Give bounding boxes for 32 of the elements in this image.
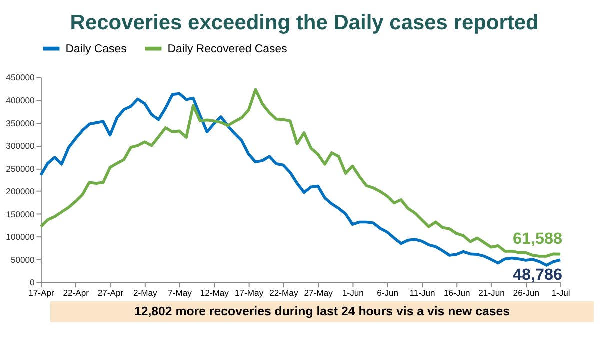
- y-tick-label: 150000: [6, 209, 36, 220]
- x-tick-label: 17-May: [234, 288, 264, 298]
- x-tick-label: 1-Jul: [552, 288, 570, 298]
- x-tick-label: 2-May: [133, 288, 158, 298]
- y-tick-label: 50000: [10, 254, 36, 265]
- text: 12,802 more recoveries during last 24 hours vis a vis new cases: [134, 304, 510, 319]
- y-tick-label: 250000: [6, 164, 36, 174]
- legend-label: Daily Cases: [66, 44, 128, 56]
- x-tick-label: 27-May: [304, 288, 334, 298]
- annotation: 48,786: [512, 266, 562, 284]
- x-tick-label: 21-Jun: [478, 288, 506, 298]
- y-tick-label: 200000: [6, 186, 36, 197]
- y-tick-label: 350000: [6, 118, 36, 128]
- y-tick-label: 0: [30, 278, 36, 288]
- chart-title: Recoveries exceeding the Daily cases reported: [70, 12, 539, 35]
- x-tick-label: 17-Apr: [28, 288, 54, 298]
- legend-label: Daily Recovered Cases: [168, 44, 288, 56]
- y-tick-label: 300000: [6, 141, 36, 152]
- x-tick-label: 1-Jun: [342, 288, 364, 298]
- x-tick-label: 6-Jun: [377, 288, 399, 298]
- x-tick-label: 27-Apr: [98, 288, 124, 298]
- y-tick-label: 100000: [6, 232, 36, 242]
- x-tick-label: 11-Jun: [410, 288, 436, 298]
- annotation: 61,588: [512, 230, 562, 248]
- x-tick-label: 22-Apr: [63, 288, 90, 298]
- x-tick-label: 22-May: [270, 288, 299, 298]
- x-tick-label: 12-May: [200, 288, 230, 298]
- y-tick-label: 450000: [6, 72, 36, 83]
- x-tick-label: 7-May: [168, 288, 193, 298]
- x-tick-label: 16-Jun: [444, 288, 470, 298]
- x-tick-label: 26-Jun: [513, 288, 540, 298]
- y-tick-label: 400000: [6, 96, 36, 106]
